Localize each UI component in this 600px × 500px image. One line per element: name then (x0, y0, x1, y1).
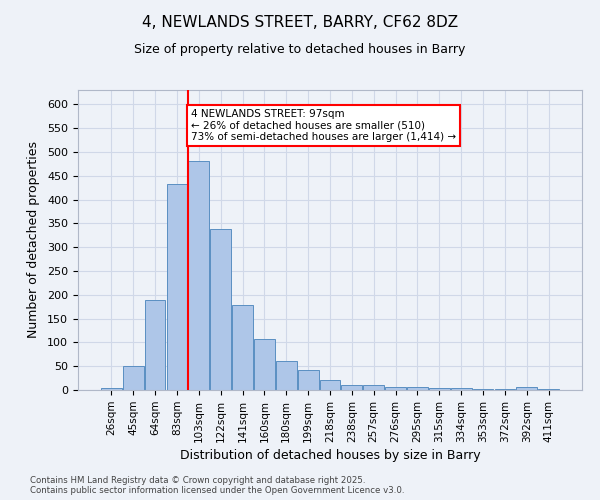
Text: 4, NEWLANDS STREET, BARRY, CF62 8DZ: 4, NEWLANDS STREET, BARRY, CF62 8DZ (142, 15, 458, 30)
Bar (385, 386, 406, 390)
Bar (167, 184, 187, 390)
Bar (429, 388, 450, 390)
Bar (123, 366, 143, 390)
Bar (407, 386, 428, 390)
Bar (341, 385, 362, 390)
Bar (538, 388, 559, 390)
Bar (232, 305, 253, 390)
Text: Size of property relative to detached houses in Barry: Size of property relative to detached ho… (134, 42, 466, 56)
Bar (494, 389, 515, 390)
Bar (517, 387, 537, 390)
Y-axis label: Number of detached properties: Number of detached properties (27, 142, 40, 338)
Bar (320, 380, 340, 390)
Text: Contains HM Land Registry data © Crown copyright and database right 2025.
Contai: Contains HM Land Registry data © Crown c… (30, 476, 404, 495)
Text: 4 NEWLANDS STREET: 97sqm
← 26% of detached houses are smaller (510)
73% of semi-: 4 NEWLANDS STREET: 97sqm ← 26% of detach… (191, 109, 456, 142)
Bar (276, 362, 296, 390)
Bar (145, 300, 166, 390)
X-axis label: Distribution of detached houses by size in Barry: Distribution of detached houses by size … (179, 449, 481, 462)
Bar (210, 229, 231, 390)
Bar (188, 162, 209, 390)
Bar (254, 338, 275, 390)
Bar (364, 385, 384, 390)
Bar (298, 370, 319, 390)
Bar (451, 388, 472, 390)
Bar (101, 388, 122, 390)
Bar (473, 388, 493, 390)
